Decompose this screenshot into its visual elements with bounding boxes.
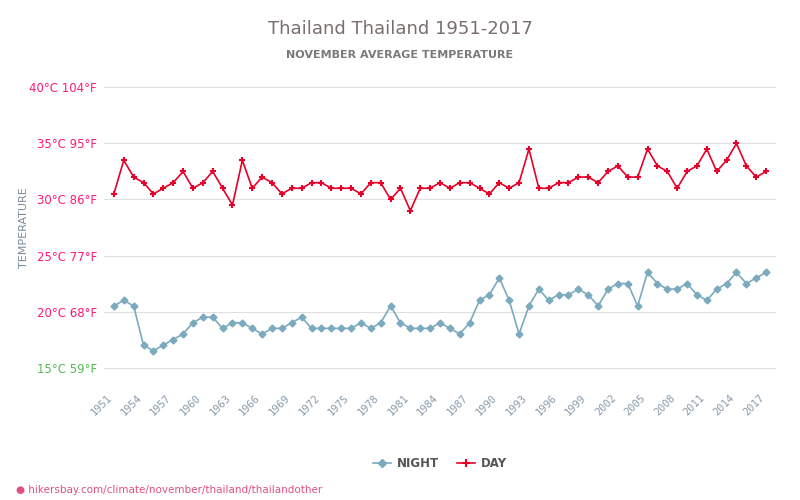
- Y-axis label: TEMPERATURE: TEMPERATURE: [19, 187, 29, 268]
- Text: Thailand Thailand 1951-2017: Thailand Thailand 1951-2017: [267, 20, 533, 38]
- Legend: NIGHT, DAY: NIGHT, DAY: [369, 452, 511, 475]
- Text: ● hikersbay.com/climate/november/thailand/thailandother: ● hikersbay.com/climate/november/thailan…: [16, 485, 322, 495]
- Text: NOVEMBER AVERAGE TEMPERATURE: NOVEMBER AVERAGE TEMPERATURE: [286, 50, 514, 60]
